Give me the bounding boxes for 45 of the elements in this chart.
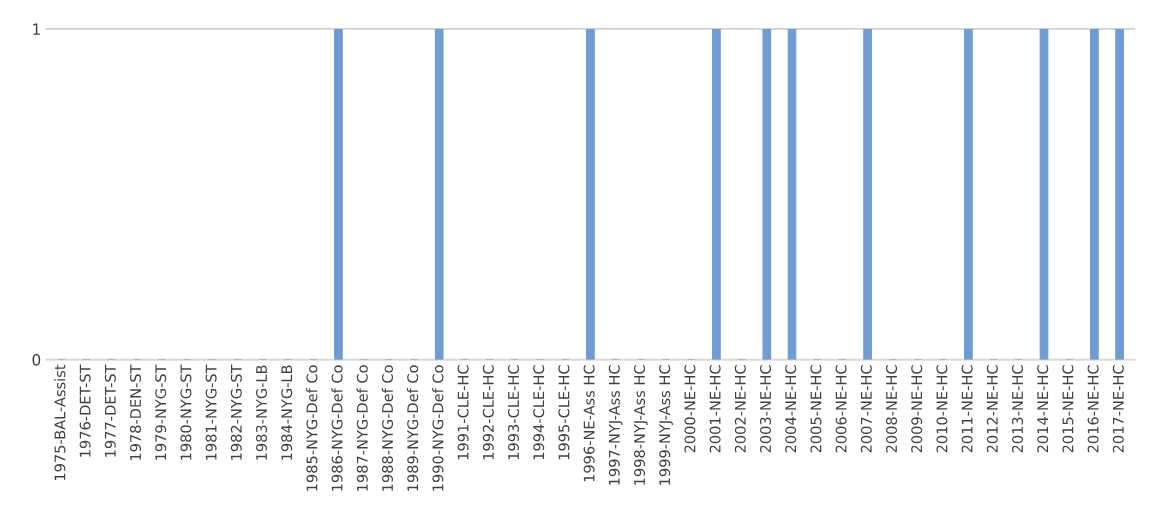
x-tick-label: 1975-BAL-Assist <box>54 364 66 481</box>
x-tick-label: 2000-NE-HC <box>684 365 696 453</box>
x-tick-label: 1977-DET-ST <box>104 364 116 457</box>
x-tick-label: 1991-CLE-HC <box>457 365 469 460</box>
x-tick-label: 1994-CLE-HC <box>533 365 545 460</box>
x-tick-label: 2007-NE-HC <box>860 365 872 453</box>
x-tick-label: 1980-NYG-ST <box>180 364 192 460</box>
x-tick-label: 1987-NYG-Def Co <box>356 365 368 491</box>
x-tick-label: 1982-NYG-ST <box>230 364 242 460</box>
x-tick-label: 1993-CLE-HC <box>508 365 520 460</box>
x-tick-label: 1997-NYJ-Ass HC <box>608 365 623 485</box>
x-tick-label: 1998-NYJ-Ass HC <box>634 365 648 485</box>
x-tick-label: 1979-NYG-ST <box>155 364 167 460</box>
x-tick-label: 1988-NYG-Def Co <box>381 365 394 491</box>
x-tick-label: 2001-NE-HC <box>709 365 721 453</box>
x-tick-label: 2013-NE-HC <box>1012 365 1024 453</box>
x-tick-label: 2006-NE-HC <box>835 365 847 453</box>
x-tick-label: 2011-NE-HC <box>961 365 973 453</box>
x-tick-label: 1981-NYG-ST <box>205 364 217 460</box>
x-tick-label: 2005-NE-HC <box>810 365 822 453</box>
x-tick-label: 2010-NE-HC <box>936 365 948 453</box>
x-tick-label: 2009-NE-HC <box>911 365 923 453</box>
x-tick-label: 1984-NYG-LB <box>281 365 293 460</box>
x-tick-label: 2012-NE-HC <box>986 365 998 453</box>
x-tick-label: 2004-NE-HC <box>785 365 797 453</box>
x-tick-label: 2003-NE-HC <box>760 365 772 453</box>
x-tick-label: 2016-NE-HC <box>1087 365 1099 453</box>
x-tick-label: 1992-CLE-HC <box>482 365 494 460</box>
y-tick-label: 1 <box>33 23 40 35</box>
y-tick-label: 0 <box>32 354 41 366</box>
x-tick-label: 2015-NE-HC <box>1062 365 1074 453</box>
x-tick-label: 1983-NYG-LB <box>256 365 268 460</box>
x-tick-label: 2002-NE-HC <box>734 365 746 453</box>
x-tick-label: 2014-NE-HC <box>1037 365 1049 453</box>
x-tick-label: 2017-NE-HC <box>1112 365 1124 453</box>
x-tick-label: 1996-NE-Ass HC <box>583 365 595 482</box>
x-tick-label: 1986-NYG-Def Co <box>331 365 343 491</box>
x-tick-label: 1978-DEN-ST <box>130 364 142 461</box>
x-tick-label: 1990-NYG-Def Co <box>432 365 444 491</box>
x-tick-label: 1989-NYG-Def Co <box>406 365 419 491</box>
x-tick-label: 1999-NYJ-Ass HC <box>659 365 673 485</box>
x-tick-label: 1995-CLE-HC <box>558 365 570 460</box>
x-tick-label: 1985-NYG-Def Co <box>306 365 318 491</box>
x-tick-label: 1976-DET-ST <box>79 364 91 457</box>
x-tick-label: 2008-NE-HC <box>886 365 898 453</box>
